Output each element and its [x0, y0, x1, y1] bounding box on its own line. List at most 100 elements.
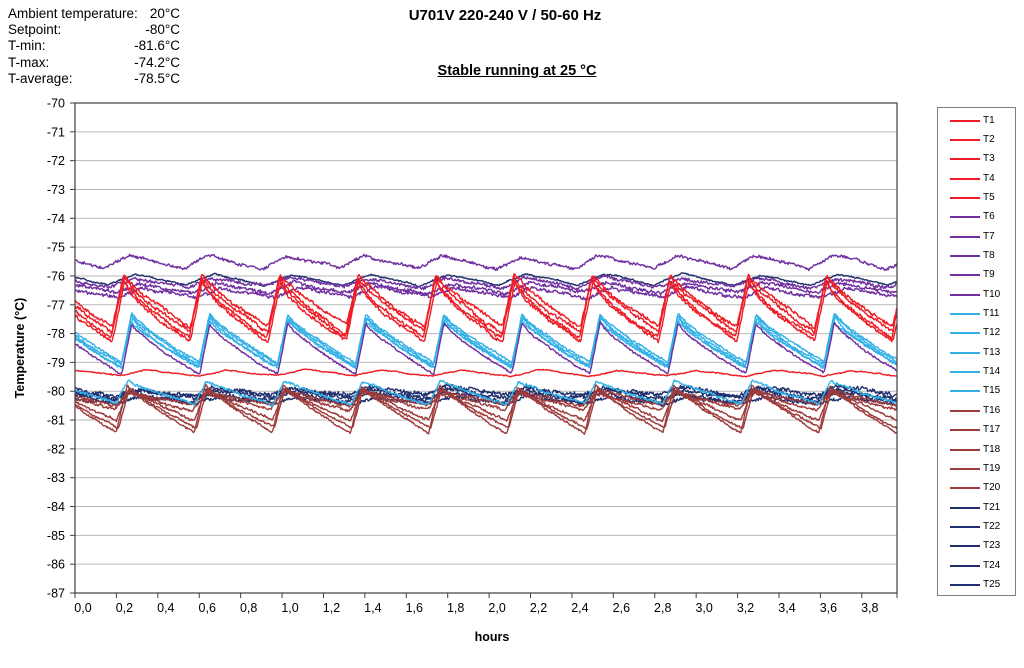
series-line-T13: [74, 315, 898, 370]
legend-item-T8: T8: [938, 246, 1015, 265]
legend-swatch: [950, 235, 980, 238]
info-row-tmax: T-max: -74.2°C: [8, 55, 180, 71]
x-tick-label: 2,4: [571, 601, 588, 615]
y-tick-label: -70: [47, 97, 65, 111]
legend-label: T3: [983, 153, 995, 165]
legend-label: T9: [983, 269, 995, 281]
legend-swatch: [950, 371, 980, 374]
x-tick-label: 2,6: [613, 601, 630, 615]
info-label: T-average:: [8, 70, 73, 86]
legend-label: T16: [983, 404, 1001, 416]
x-tick-label: 3,6: [820, 601, 837, 615]
legend-label: T4: [983, 172, 995, 184]
legend-item-T16: T16: [938, 401, 1015, 420]
x-tick-label: 1,2: [323, 601, 340, 615]
legend-swatch: [950, 506, 980, 509]
info-row-setpoint: Setpoint: -80°C: [8, 22, 180, 38]
plot-area: -70 -71 -72 -73 -74 -75 -76 -77 -78 -79 -80 -81 -82 -…: [47, 97, 898, 615]
legend-swatch: [950, 487, 980, 490]
y-tick-label: -87: [47, 587, 65, 601]
legend-swatch: [950, 255, 980, 258]
info-label: T-max:: [8, 54, 50, 70]
series-line-T10: [74, 320, 898, 376]
legend-label: T24: [983, 559, 1001, 571]
legend-item-T11: T11: [938, 304, 1015, 323]
x-axis-label: hours: [474, 630, 510, 644]
legend-item-T20: T20: [938, 479, 1015, 498]
x-tick-label: 3,8: [861, 601, 878, 615]
legend-item-T13: T13: [938, 343, 1015, 362]
legend-swatch: [950, 448, 980, 451]
legend-label: T25: [983, 578, 1001, 590]
x-tick-label: 3,2: [737, 601, 754, 615]
legend-item-T2: T2: [938, 130, 1015, 149]
series-line-T11: [75, 312, 898, 365]
series-line-T15: [74, 379, 898, 407]
y-tick-label: -83: [47, 471, 65, 485]
legend-label: T20: [983, 482, 1001, 494]
info-label: T-min:: [8, 38, 46, 54]
y-tick-label: -79: [47, 356, 65, 370]
legend-item-T6: T6: [938, 208, 1015, 227]
legend-label: T11: [983, 308, 1000, 320]
legend-label: T2: [983, 134, 995, 146]
legend-item-T1: T1: [938, 111, 1015, 130]
legend-label: T7: [983, 230, 995, 242]
legend-item-T23: T23: [938, 537, 1015, 556]
legend-item-T5: T5: [938, 188, 1015, 207]
legend-label: T6: [983, 211, 995, 223]
legend-label: T10: [983, 288, 1001, 300]
legend-label: T17: [983, 424, 1001, 436]
y-tick-label: -73: [47, 183, 65, 197]
legend-swatch: [950, 216, 980, 219]
x-tick-label: 0,4: [157, 601, 174, 615]
legend-swatch: [950, 197, 980, 200]
series-line-T1: [74, 273, 898, 330]
info-value: -78.5°C: [134, 70, 180, 86]
legend-item-T17: T17: [938, 421, 1015, 440]
legend-item-T25: T25: [938, 575, 1015, 594]
y-tick-label: -86: [47, 558, 65, 572]
legend-item-T22: T22: [938, 517, 1015, 536]
x-tick-label: 1,0: [281, 601, 298, 615]
y-tick-label: -78: [47, 327, 65, 341]
info-value: -74.2°C: [134, 54, 180, 70]
legend-item-T14: T14: [938, 362, 1015, 381]
chart-title: U701V 220-240 V / 50-60 Hz: [408, 7, 602, 24]
plot-border: [74, 102, 898, 594]
y-tick-label: -76: [47, 269, 65, 283]
series-line-T21: [74, 271, 897, 288]
y-tick-label: -85: [47, 529, 65, 543]
legend-item-T3: T3: [938, 150, 1015, 169]
legend-item-T10: T10: [938, 285, 1015, 304]
info-value: -81.6°C: [134, 38, 180, 54]
legend-item-T24: T24: [938, 556, 1015, 575]
info-panel: Ambient temperature: 20°C Setpoint: -80°…: [8, 6, 180, 87]
chart-subtitle: Stable running at 25 °C: [437, 63, 597, 79]
legend-swatch: [950, 525, 980, 528]
legend-item-T19: T19: [938, 459, 1015, 478]
legend-label: T22: [983, 520, 1001, 532]
series-line-T25: [74, 394, 898, 408]
legend-label: T19: [983, 462, 1001, 474]
x-tick-label: 1,6: [406, 601, 423, 615]
y-tick-label: -81: [47, 414, 65, 428]
legend-label: T13: [983, 346, 1001, 358]
legend-label: T8: [983, 250, 995, 262]
legend-swatch: [950, 545, 980, 548]
y-tick-label: -74: [47, 212, 65, 226]
legend-swatch: [950, 351, 980, 354]
info-row-tmin: T-min: -81.6°C: [8, 38, 180, 54]
y-tick-label: -84: [47, 500, 65, 514]
y-tick-label: -71: [47, 125, 65, 139]
x-tick-label: 1,4: [364, 601, 381, 615]
legend-swatch: [950, 429, 980, 432]
x-tick-label: 0,0: [74, 601, 91, 615]
info-label: Setpoint:: [8, 22, 62, 38]
legend-label: T23: [983, 540, 1001, 552]
legend-label: T15: [983, 385, 1001, 397]
x-tick-label: 0,6: [199, 601, 216, 615]
legend-label: T18: [983, 443, 1001, 455]
x-tick-label: 2,8: [654, 601, 671, 615]
x-tick-label: 3,4: [778, 601, 795, 615]
